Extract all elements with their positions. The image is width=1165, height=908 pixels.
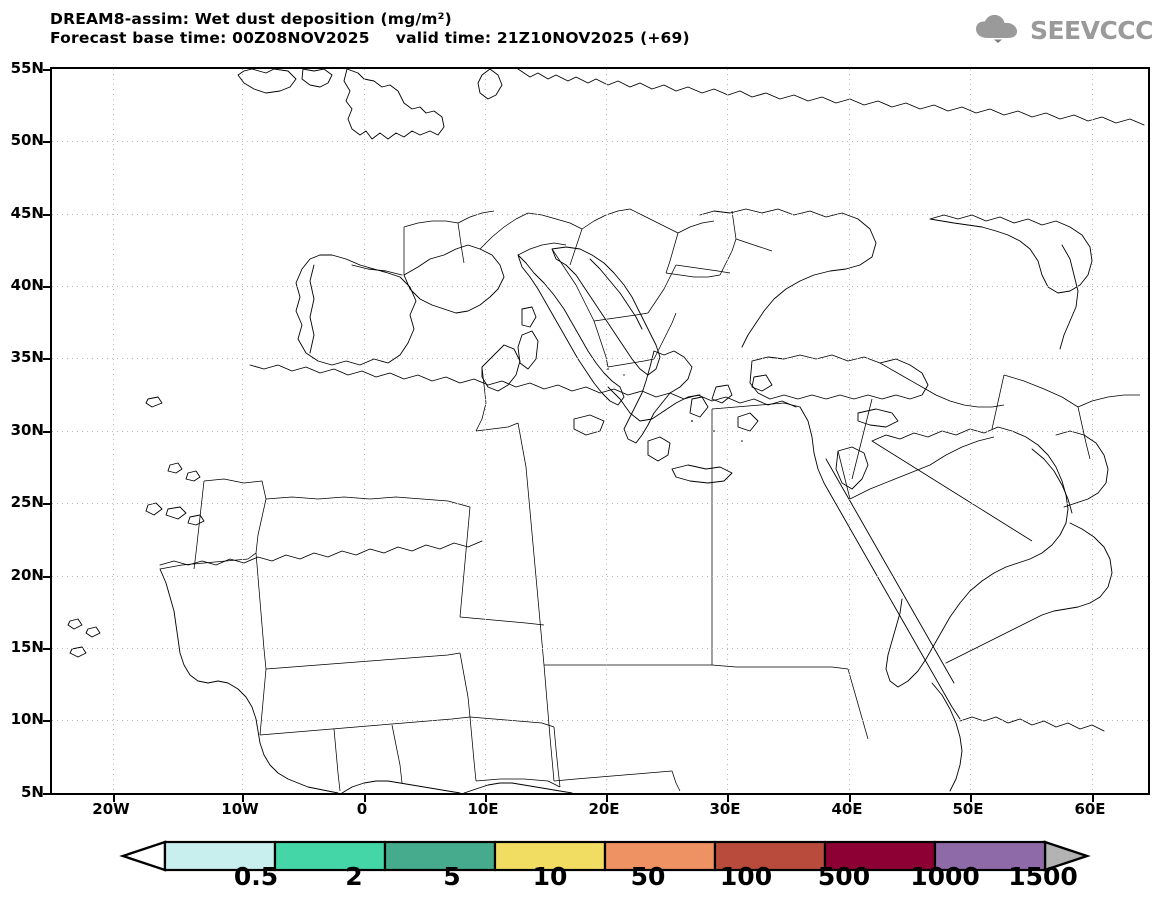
cloud-wind-icon — [972, 13, 1024, 47]
colorbar-swatches — [119, 840, 1091, 872]
colorbar-label-0: 0.5 — [233, 862, 279, 891]
xtick-50E — [970, 793, 972, 802]
colorbar-segment-6 — [823, 840, 937, 872]
gridline-lat-35N — [52, 358, 1148, 359]
gridline-lat-15N — [52, 648, 1148, 649]
ylabel-5N: 5N — [21, 783, 44, 801]
gridline-lat-40N — [52, 286, 1148, 287]
xlabel-10E: 10E — [467, 800, 499, 818]
colorbar-label-6: 500 — [817, 862, 871, 891]
xlabel-50E: 50E — [952, 800, 984, 818]
colorbar-label-3: 10 — [532, 862, 568, 891]
colorbar-label-4: 50 — [630, 862, 666, 891]
xtick-20E — [606, 793, 608, 802]
valid-time-label: valid time: 21Z10NOV2025 (+69) — [395, 29, 690, 47]
ylabel-50N: 50N — [10, 131, 44, 149]
colorbar-segment-1 — [273, 840, 387, 872]
colorbar-label-7: 1000 — [910, 862, 980, 891]
map-plot-area[interactable] — [43, 67, 1150, 802]
gridline-lat-10N — [52, 720, 1148, 721]
xtick-40E — [849, 793, 851, 802]
ylabel-30N: 30N — [10, 421, 44, 439]
xtick-10W — [242, 793, 244, 802]
ytick-45N — [43, 214, 52, 216]
ytick-15N — [43, 648, 52, 650]
colorbar-label-8: 1500 — [1008, 862, 1078, 891]
gridline-lat-50N — [52, 141, 1148, 142]
xtick-30E — [727, 793, 729, 802]
gridline-lat-20N — [52, 576, 1148, 577]
title-block: DREAM8-assim: Wet dust deposition (mg/m²… — [50, 10, 950, 48]
xtick-60E — [1092, 793, 1094, 802]
xlabel-0: 0 — [356, 800, 368, 818]
ylabel-40N: 40N — [10, 276, 44, 294]
ytick-30N — [43, 431, 52, 433]
title-line-1: DREAM8-assim: Wet dust deposition (mg/m²… — [50, 10, 452, 28]
ylabel-45N: 45N — [10, 204, 44, 222]
xlabel-20W: 20W — [92, 800, 130, 818]
xtick-10E — [485, 793, 487, 802]
colorbar[interactable]: 0.5 2 5 10 50 100 500 1000 1500 — [0, 838, 1165, 908]
ylabel-25N: 25N — [10, 493, 44, 511]
colorbar-extend-low — [119, 840, 167, 872]
ytick-50N — [43, 141, 52, 143]
coastline-map — [67, 69, 1145, 793]
ylabel-20N: 20N — [10, 566, 44, 584]
xtick-20W — [113, 793, 115, 802]
ytick-10N — [43, 720, 52, 722]
colorbar-segment-5 — [713, 840, 827, 872]
forecast-base-time-label: Forecast base time: 00Z08NOV2025 — [50, 29, 370, 47]
title-line-2: Forecast base time: 00Z08NOV2025 valid ti… — [50, 29, 950, 48]
xlabel-20E: 20E — [588, 800, 620, 818]
colorbar-label-2: 5 — [443, 862, 461, 891]
colorbar-segment-7 — [933, 840, 1047, 872]
colorbar-label-1: 2 — [345, 862, 363, 891]
colorbar-segment-4 — [603, 840, 717, 872]
ylabel-35N: 35N — [10, 348, 44, 366]
ytick-35N — [43, 358, 52, 360]
ytick-20N — [43, 576, 52, 578]
xlabel-30E: 30E — [709, 800, 741, 818]
ytick-25N — [43, 503, 52, 505]
colorbar-label-5: 100 — [719, 862, 773, 891]
ytick-5N — [43, 793, 52, 795]
xlabel-40E: 40E — [831, 800, 863, 818]
ylabel-55N: 55N — [10, 59, 44, 77]
gridline-lat-25N — [52, 503, 1148, 504]
xlabel-60E: 60E — [1074, 800, 1106, 818]
ylabel-10N: 10N — [10, 710, 44, 728]
map-canvas — [52, 69, 1148, 793]
gridline-lat-45N — [52, 214, 1148, 215]
gridline-lat-30N — [52, 431, 1148, 432]
xtick-0 — [364, 793, 366, 802]
ytick-55N — [43, 69, 52, 71]
seevccc-logo: SEEVCCC — [972, 13, 1154, 47]
colorbar-segment-3 — [493, 840, 607, 872]
ytick-40N — [43, 286, 52, 288]
logo-text: SEEVCCC — [1029, 15, 1154, 45]
xlabel-10W: 10W — [221, 800, 259, 818]
ylabel-15N: 15N — [10, 638, 44, 656]
